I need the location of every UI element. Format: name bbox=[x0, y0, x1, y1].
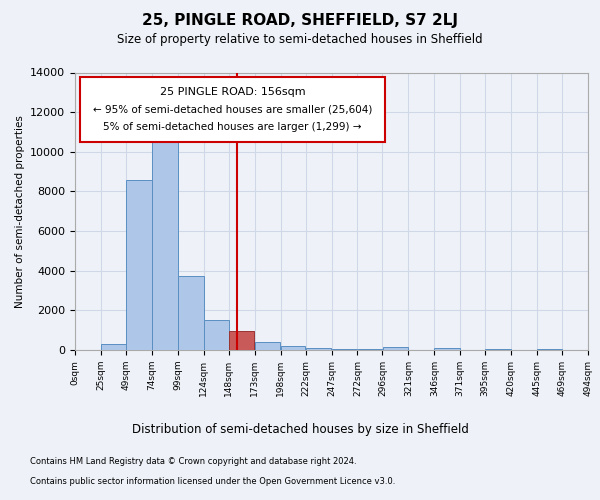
Bar bbox=[305, 348, 331, 350]
Bar bbox=[101, 344, 126, 350]
FancyBboxPatch shape bbox=[80, 76, 385, 142]
Bar bbox=[485, 349, 511, 350]
Bar bbox=[229, 331, 254, 350]
Text: Distribution of semi-detached houses by size in Sheffield: Distribution of semi-detached houses by … bbox=[131, 422, 469, 436]
Text: 25 PINGLE ROAD: 156sqm: 25 PINGLE ROAD: 156sqm bbox=[160, 87, 305, 97]
Bar bbox=[255, 342, 280, 350]
Bar bbox=[204, 320, 229, 350]
Text: Contains HM Land Registry data © Crown copyright and database right 2024.: Contains HM Land Registry data © Crown c… bbox=[30, 458, 356, 466]
Y-axis label: Number of semi-detached properties: Number of semi-detached properties bbox=[14, 115, 25, 308]
Bar bbox=[152, 130, 178, 350]
Bar bbox=[178, 276, 203, 350]
Bar bbox=[434, 348, 460, 350]
Bar bbox=[383, 347, 408, 350]
Text: 5% of semi-detached houses are larger (1,299) →: 5% of semi-detached houses are larger (1… bbox=[103, 122, 362, 132]
Text: ← 95% of semi-detached houses are smaller (25,604): ← 95% of semi-detached houses are smalle… bbox=[93, 104, 373, 115]
Text: Contains public sector information licensed under the Open Government Licence v3: Contains public sector information licen… bbox=[30, 478, 395, 486]
Bar bbox=[281, 346, 305, 350]
Bar bbox=[537, 349, 562, 350]
Bar bbox=[332, 349, 358, 350]
Text: Size of property relative to semi-detached houses in Sheffield: Size of property relative to semi-detach… bbox=[117, 32, 483, 46]
Bar bbox=[126, 180, 152, 350]
Text: 25, PINGLE ROAD, SHEFFIELD, S7 2LJ: 25, PINGLE ROAD, SHEFFIELD, S7 2LJ bbox=[142, 12, 458, 28]
